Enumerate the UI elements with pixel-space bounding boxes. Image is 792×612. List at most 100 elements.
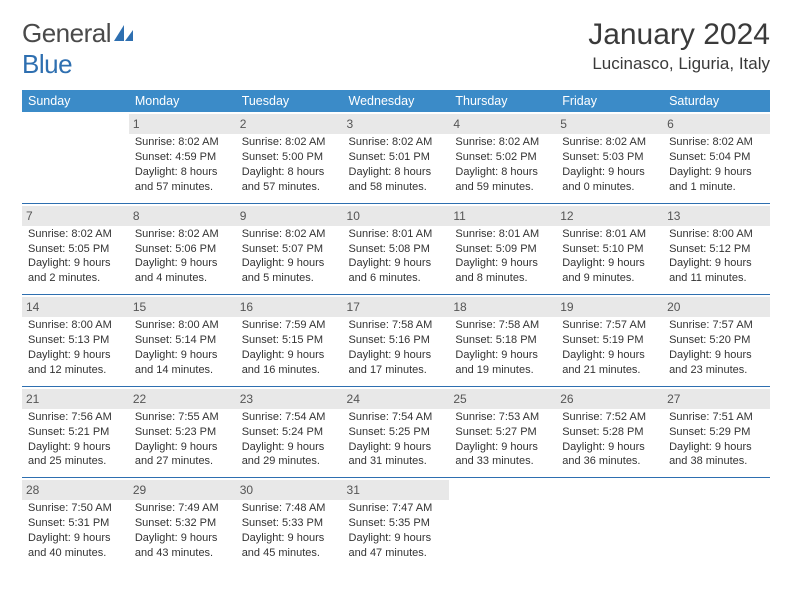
sunset-text: Sunset: 5:35 PM [349,516,444,531]
day-cell-num: 5 [556,112,663,135]
day-number: 24 [343,389,450,409]
sunrise-text: Sunrise: 8:01 AM [455,227,550,242]
sunrise-text: Sunrise: 7:58 AM [455,318,550,333]
sunset-text: Sunset: 5:03 PM [562,150,657,165]
daylight-text: Daylight: 9 hours and 0 minutes. [562,165,657,195]
sunset-text: Sunset: 5:19 PM [562,333,657,348]
day-cell-body: Sunrise: 7:51 AMSunset: 5:29 PMDaylight:… [663,410,770,478]
sunrise-text: Sunrise: 7:49 AM [135,501,230,516]
day-number: 9 [236,206,343,226]
day-cell-body: Sunrise: 7:53 AMSunset: 5:27 PMDaylight:… [449,410,556,478]
daylight-text: Daylight: 9 hours and 14 minutes. [135,348,230,378]
day-cell-body: Sunrise: 7:54 AMSunset: 5:25 PMDaylight:… [343,410,450,478]
day-cell-body: Sunrise: 8:00 AMSunset: 5:13 PMDaylight:… [22,318,129,386]
day-cell-num: 18 [449,295,556,318]
daylight-text: Daylight: 9 hours and 43 minutes. [135,531,230,561]
day-cell-num: 11 [449,204,556,227]
daylight-text: Daylight: 8 hours and 57 minutes. [135,165,230,195]
week-daynum-row: 28293031 [22,478,770,501]
day-cell-body: Sunrise: 8:02 AMSunset: 5:07 PMDaylight:… [236,227,343,295]
daylight-text: Daylight: 9 hours and 21 minutes. [562,348,657,378]
daylight-text: Daylight: 9 hours and 47 minutes. [349,531,444,561]
week-content-row: Sunrise: 8:02 AM Sunset: 5:05 PM Daylight:… [22,227,770,295]
day-header-row: Sunday Monday Tuesday Wednesday Thursday… [22,90,770,112]
day-cell-body: Sunrise: 8:02 AMSunset: 5:03 PMDaylight:… [556,135,663,203]
day-cell-body: Sunrise: 7:59 AMSunset: 5:15 PMDaylight:… [236,318,343,386]
logo: General Blue [22,18,135,80]
sunset-text: Sunset: 5:16 PM [349,333,444,348]
sunrise-text: Sunrise: 7:53 AM [455,410,550,425]
sunrise-text: Sunrise: 8:00 AM [669,227,764,242]
daylight-text: Daylight: 8 hours and 57 minutes. [242,165,337,195]
sunset-text: Sunset: 5:24 PM [242,425,337,440]
day-cell-num: 1 [129,112,236,135]
sunrise-text: Sunrise: 7:47 AM [349,501,444,516]
sunrise-text: Sunrise: 7:52 AM [562,410,657,425]
day-cell-num: 15 [129,295,236,318]
day-cell-num: 16 [236,295,343,318]
day-cell-num: 13 [663,204,770,227]
sunset-text: Sunset: 4:59 PM [135,150,230,165]
day-number: 18 [449,297,556,317]
sunset-text: Sunset: 5:14 PM [135,333,230,348]
day-cell-body: Sunrise: 7:49 AMSunset: 5:32 PMDaylight:… [129,501,236,568]
day-number: 12 [556,206,663,226]
day-number: 2 [236,114,343,134]
sunset-text: Sunset: 5:23 PM [135,425,230,440]
sunset-text: Sunset: 5:31 PM [28,516,123,531]
calendar-table: Sunday Monday Tuesday Wednesday Thursday… [22,90,770,569]
sunset-text: Sunset: 5:00 PM [242,150,337,165]
day-number: 23 [236,389,343,409]
day-cell-body: Sunrise: 8:00 AMSunset: 5:12 PMDaylight:… [663,227,770,295]
day-cell-num: 12 [556,204,663,227]
day-cell-body: Sunrise: 7:50 AMSunset: 5:31 PMDaylight:… [22,501,129,568]
day-number: 16 [236,297,343,317]
day-cell-body: Sunrise: 8:02 AMSunset: 5:06 PMDaylight:… [129,227,236,295]
day-cell-body: Sunrise: 7:56 AMSunset: 5:21 PMDaylight:… [22,410,129,478]
week-content-row: Sunrise: 7:50 AMSunset: 5:31 PMDaylight:… [22,501,770,568]
day-header: Tuesday [236,90,343,112]
week-content-row: Sunrise: 8:00 AMSunset: 5:13 PM Daylight:… [22,318,770,386]
sunset-text: Sunset: 5:06 PM [135,242,230,257]
day-cell-num: 3 [343,112,450,135]
day-cell-num: 22 [129,387,236,410]
sunrise-text: Sunrise: 8:02 AM [455,135,550,150]
daylight-text: Daylight: 9 hours and 38 minutes. [669,440,764,470]
day-cell-num: 28 [22,478,129,501]
sunrise-text: Sunrise: 7:56 AM [28,410,123,425]
sunrise-text: Sunrise: 8:02 AM [242,135,337,150]
day-number: 5 [556,114,663,134]
sunrise-text: Sunrise: 7:51 AM [669,410,764,425]
day-cell-num: 2 [236,112,343,135]
day-number: 20 [663,297,770,317]
sunrise-text: Sunrise: 8:02 AM [242,227,337,242]
day-cell-num: 10 [343,204,450,227]
day-number: 22 [129,389,236,409]
sunset-text: Sunset: 5:05 PM [28,242,123,257]
day-cell-body: Sunrise: 8:01 AMSunset: 5:08 PMDaylight:… [343,227,450,295]
day-cell-num: 25 [449,387,556,410]
sunrise-text: Sunrise: 8:00 AM [28,318,123,333]
day-header: Thursday [449,90,556,112]
day-cell-body: Sunrise: 7:58 AMSunset: 5:16 PMDaylight:… [343,318,450,386]
day-number: 15 [129,297,236,317]
day-number: 8 [129,206,236,226]
day-cell-body [556,501,663,568]
sunset-text: Sunset: 5:08 PM [349,242,444,257]
sail-icon [113,24,135,42]
week-daynum-row: 78910111213 [22,204,770,227]
day-header: Friday [556,90,663,112]
sunset-text: Sunset: 5:02 PM [455,150,550,165]
sunrise-text: Sunrise: 8:01 AM [562,227,657,242]
daylight-text: Daylight: 9 hours and 9 minutes. [562,256,657,286]
day-number: 10 [343,206,450,226]
sunset-text: Sunset: 5:25 PM [349,425,444,440]
sunset-text: Sunset: 5:29 PM [669,425,764,440]
sunset-text: Sunset: 5:13 PM [28,333,123,348]
week-daynum-row: 14151617181920 [22,295,770,318]
day-cell-num [663,478,770,501]
day-number: 25 [449,389,556,409]
day-number: 19 [556,297,663,317]
sunset-text: Sunset: 5:28 PM [562,425,657,440]
sunset-text: Sunset: 5:15 PM [242,333,337,348]
